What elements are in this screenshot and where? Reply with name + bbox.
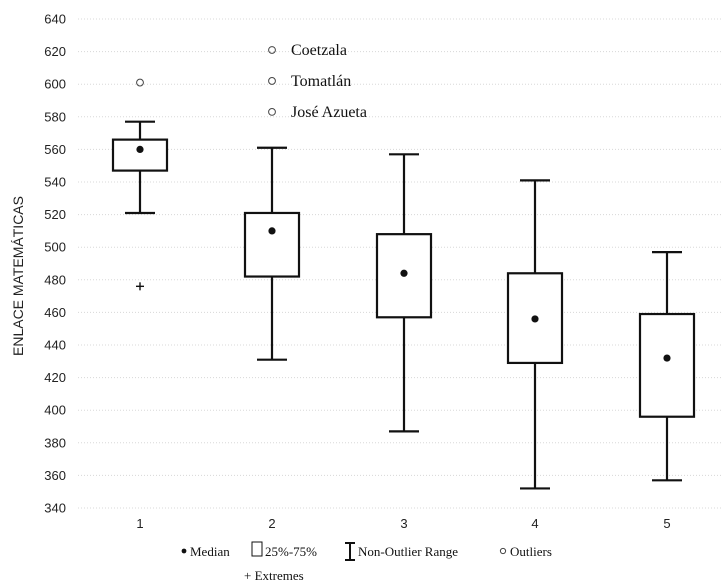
box-iqr — [243, 211, 301, 278]
y-tick-label: 420 — [44, 370, 66, 385]
y-axis: 340 360 380 400 420 440 460 480 500 520 540 560 580 6… — [44, 12, 66, 516]
outlier-label: Coetzala — [291, 42, 347, 59]
legend-outlier-label: Outliers — [510, 544, 552, 559]
median-dot — [663, 354, 671, 362]
median-dot — [400, 269, 408, 277]
y-tick-label: 480 — [44, 272, 66, 287]
outlier-point — [136, 78, 144, 87]
y-tick-label: 360 — [44, 468, 66, 483]
legend-box-label: 25%-75% — [265, 544, 317, 559]
box-group-4 — [506, 179, 564, 490]
box-group-3 — [375, 153, 433, 433]
legend-box-symbol — [251, 541, 263, 557]
y-tick-label: 400 — [44, 403, 66, 418]
legend-whisker-symbol — [345, 542, 355, 561]
median-dot — [268, 227, 276, 235]
y-tick-label: 520 — [44, 207, 66, 222]
median-dot — [136, 145, 144, 153]
legend-outlier-symbol — [499, 547, 507, 555]
x-tick-label: 1 — [136, 516, 143, 531]
outlier-point — [268, 77, 276, 85]
box-iqr — [638, 312, 696, 418]
outlier-label: José Azueta — [291, 104, 367, 121]
y-tick-label: 500 — [44, 240, 66, 255]
outlier-label: Tomatlán — [291, 73, 351, 90]
x-axis: 1 2 3 4 5 — [136, 516, 670, 531]
box-group-1 — [111, 120, 169, 215]
median-dot — [531, 315, 539, 323]
boxes — [111, 120, 696, 490]
y-tick-label: 440 — [44, 338, 66, 353]
legend-median-label: Median — [190, 544, 230, 559]
outlier-points: Coetzala Tomatlán José Azueta — [136, 42, 367, 291]
box-iqr — [111, 138, 169, 172]
x-tick-label: 4 — [531, 516, 538, 531]
y-tick-label: 540 — [44, 175, 66, 190]
box-group-2 — [243, 146, 301, 361]
legend: Median 25%-75% Non-Outlier Range Outlier… — [181, 541, 552, 583]
legend-extremes-label: + Extremes — [244, 568, 304, 583]
y-tick-label: 560 — [44, 142, 66, 157]
y-tick-label: 620 — [44, 44, 66, 59]
y-tick-label: 340 — [44, 501, 66, 516]
legend-whisker-label: Non-Outlier Range — [358, 544, 458, 559]
y-tick-label: 380 — [44, 435, 66, 450]
outlier-point — [268, 46, 276, 54]
y-tick-label: 640 — [44, 12, 66, 27]
extreme-point — [136, 282, 144, 291]
y-tick-label: 580 — [44, 109, 66, 124]
x-tick-label: 2 — [268, 516, 275, 531]
y-tick-label: 600 — [44, 77, 66, 92]
legend-median-symbol — [181, 548, 187, 554]
x-tick-label: 3 — [400, 516, 407, 531]
box-group-5 — [638, 250, 696, 482]
y-tick-label: 460 — [44, 305, 66, 320]
outlier-point — [268, 108, 276, 116]
y-axis-title: ENLACE MATEMÁTICAS — [10, 196, 26, 356]
x-tick-label: 5 — [663, 516, 670, 531]
